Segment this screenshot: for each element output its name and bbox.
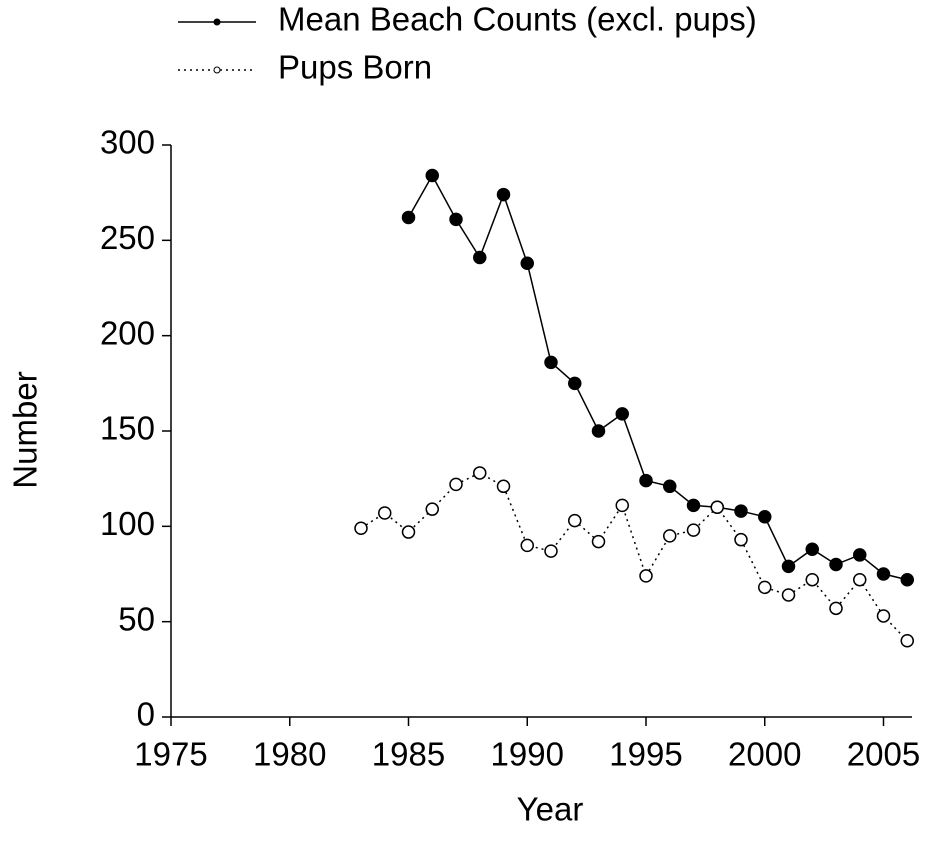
- data-point: [520, 538, 534, 553]
- data-point: [853, 572, 867, 587]
- data-point: [425, 502, 439, 516]
- data-point: [639, 569, 653, 583]
- data-point: [520, 256, 534, 270]
- data-point: [781, 559, 796, 574]
- y-tick-label: 150: [100, 410, 155, 447]
- data-point: [876, 609, 891, 623]
- x-tick-label: 1995: [609, 736, 682, 773]
- data-point: [496, 187, 511, 202]
- data-point: [876, 567, 891, 581]
- data-point: [710, 500, 724, 515]
- data-point: [663, 529, 677, 543]
- data-point: [473, 250, 487, 265]
- y-axis-title: Number: [7, 371, 44, 488]
- data-point: [758, 580, 772, 595]
- data-point: [734, 504, 748, 518]
- data-point: [473, 466, 487, 480]
- data-point: [900, 633, 914, 648]
- data-point: [686, 498, 701, 513]
- legend-label: Pups Born: [278, 49, 432, 86]
- data-point: [449, 212, 463, 227]
- data-point: [781, 588, 796, 602]
- data-point: [401, 525, 416, 539]
- x-tick-label: 1975: [134, 736, 207, 773]
- x-tick-label: 2000: [728, 736, 801, 773]
- x-tick-label: 1980: [253, 736, 326, 773]
- y-tick-label: 200: [100, 314, 155, 351]
- data-point: [568, 513, 582, 528]
- y-tick-label: 250: [100, 219, 155, 256]
- data-point: [805, 572, 819, 587]
- data-point: [544, 544, 558, 558]
- data-point: [829, 601, 843, 616]
- data-point: [734, 532, 748, 547]
- data-point: [568, 376, 582, 391]
- data-point: [615, 498, 629, 513]
- y-tick-label: 0: [137, 696, 155, 733]
- y-tick-label: 100: [100, 505, 155, 542]
- legend-marker: [213, 66, 221, 74]
- data-point: [591, 424, 606, 438]
- y-tick-label: 50: [118, 600, 155, 637]
- data-point: [425, 168, 439, 183]
- data-point: [686, 523, 701, 537]
- data-point: [354, 521, 368, 535]
- data-point: [663, 479, 677, 494]
- data-point: [496, 479, 511, 494]
- data-point: [829, 557, 843, 572]
- data-point: [401, 210, 416, 225]
- data-point: [449, 477, 463, 492]
- data-point: [805, 542, 819, 556]
- legend-label: Mean Beach Counts (excl. pups): [278, 1, 757, 38]
- data-point: [900, 572, 914, 587]
- data-point: [591, 534, 606, 549]
- data-point: [378, 506, 392, 520]
- data-point: [758, 510, 772, 524]
- legend-marker: [213, 18, 221, 26]
- x-axis-title: Year: [517, 791, 584, 828]
- x-tick-label: 2005: [847, 736, 920, 773]
- data-point: [615, 407, 629, 421]
- y-tick-label: 300: [100, 124, 155, 161]
- data-point: [853, 548, 867, 562]
- x-tick-label: 1985: [372, 736, 445, 773]
- series-line: [407, 173, 908, 581]
- data-point: [639, 473, 653, 488]
- data-point: [544, 355, 558, 370]
- x-tick-label: 1990: [491, 736, 564, 773]
